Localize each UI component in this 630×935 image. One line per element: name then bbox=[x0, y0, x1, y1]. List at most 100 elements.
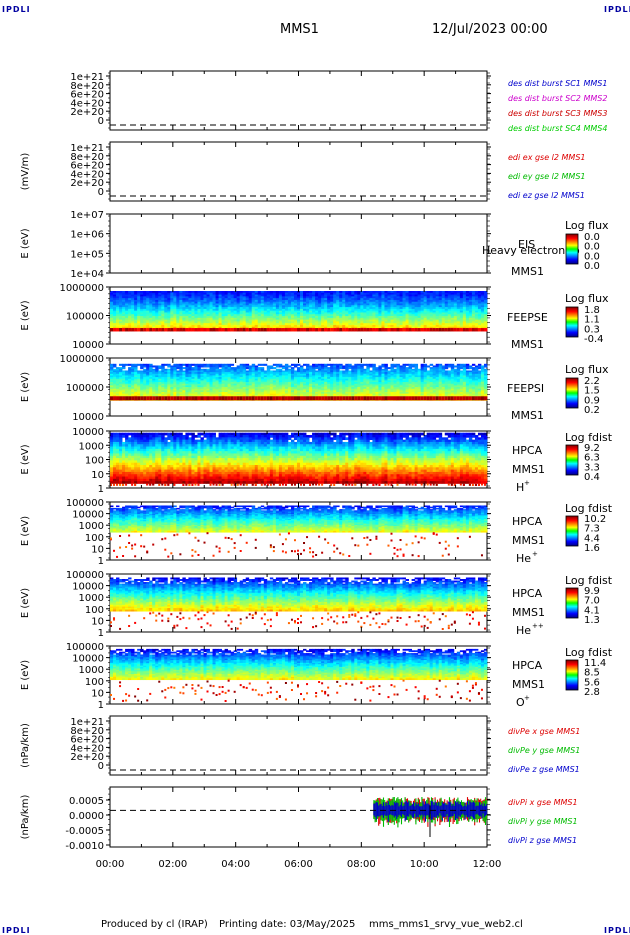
spectrogram-cell bbox=[182, 364, 185, 366]
spectrogram-cell bbox=[282, 367, 285, 369]
spectrogram-cell bbox=[125, 364, 128, 366]
legend-edi-e-0: edi ex gse l2 MMS1 bbox=[508, 153, 586, 162]
spectrogram-band-cell bbox=[330, 328, 333, 331]
spectrogram-band-cell bbox=[149, 396, 152, 400]
spectrogram-band-cell bbox=[321, 396, 324, 400]
spectrogram-band-cell bbox=[149, 328, 152, 331]
spectrogram-band-cell bbox=[234, 396, 237, 400]
spectrogram-band-cell bbox=[336, 328, 339, 331]
spectrogram-band-cell bbox=[475, 328, 478, 331]
legend-des-dist-2: des dist burst SC3 MMS3 bbox=[508, 109, 607, 118]
spectrogram-cell bbox=[291, 364, 294, 366]
spectrogram-cell bbox=[207, 365, 210, 367]
spectrogram-cell bbox=[273, 364, 276, 366]
spectrogram-band-cell bbox=[354, 396, 357, 400]
ytick-label: 0 bbox=[98, 187, 104, 198]
spectrogram-band-cell bbox=[252, 396, 255, 400]
spectrogram-band-cell bbox=[267, 328, 270, 331]
spectrogram-band-cell bbox=[291, 328, 294, 331]
spectrogram-band-cell bbox=[119, 328, 122, 331]
spectrogram-cell bbox=[276, 365, 279, 367]
panel-frame-edi-e bbox=[110, 142, 487, 201]
spectrogram-band-cell bbox=[345, 396, 348, 400]
ytick-label: 1e+05 bbox=[70, 249, 104, 260]
spectrogram-band-cell bbox=[158, 328, 161, 331]
spectrogram-cell bbox=[158, 367, 161, 369]
legend-des-dist-1: des dist burst SC2 MMS2 bbox=[508, 94, 607, 103]
spectrogram-band-cell bbox=[303, 396, 306, 400]
panel-frame-des-dist bbox=[110, 71, 487, 130]
spectrogram-band-cell bbox=[176, 396, 179, 400]
spectrogram-band-cell bbox=[204, 328, 207, 331]
spectrogram-band-cell bbox=[478, 328, 481, 331]
spectrogram-cell bbox=[258, 364, 261, 366]
spectrogram-band-cell bbox=[258, 328, 261, 331]
spacecraft-label: MMS1 bbox=[511, 265, 544, 278]
spectrogram-band-cell bbox=[137, 328, 140, 331]
spectrogram-band-cell bbox=[439, 328, 442, 331]
ytick-label: 0 bbox=[98, 116, 104, 127]
spectrogram-band-cell bbox=[188, 396, 191, 400]
spectrogram-cell bbox=[182, 367, 185, 369]
spectrogram-band-cell bbox=[200, 328, 203, 331]
spectrogram-band-cell bbox=[348, 328, 351, 331]
spectrogram-band-cell bbox=[255, 328, 258, 331]
spectrogram-band-cell bbox=[351, 396, 354, 400]
spectrogram-band-cell bbox=[207, 396, 210, 400]
spectrogram-band-cell bbox=[194, 396, 197, 400]
spectrogram-band-cell bbox=[219, 396, 222, 400]
spectrogram-cell bbox=[191, 364, 194, 366]
spectrogram-band-cell bbox=[400, 328, 403, 331]
colorbar-tick-label: 0.0 bbox=[584, 261, 600, 272]
spectrogram-band-cell bbox=[315, 396, 318, 400]
spectrogram-band-cell bbox=[415, 328, 418, 331]
spectrogram-band-cell bbox=[161, 396, 164, 400]
spectrogram-band-cell bbox=[279, 396, 282, 400]
spectrogram-band-cell bbox=[285, 328, 288, 331]
colorbar bbox=[566, 234, 578, 264]
spectrogram-band-cell bbox=[466, 328, 469, 331]
spectrogram-band-cell bbox=[146, 396, 149, 400]
spectrogram-band-cell bbox=[315, 328, 318, 331]
overlay-label: Heavy electron to bbox=[482, 244, 580, 257]
spectrogram-band-cell bbox=[369, 328, 372, 331]
spectrogram-band-cell bbox=[294, 328, 297, 331]
spectrogram-band-cell bbox=[246, 396, 249, 400]
legend-edi-e-2: edi ez gse l2 MMS1 bbox=[508, 191, 585, 200]
spectrogram-band-cell bbox=[409, 328, 412, 331]
spectrogram-band-cell bbox=[318, 396, 321, 400]
panel-frame-eis bbox=[110, 214, 487, 273]
spectrogram-band-cell bbox=[176, 328, 179, 331]
legend-des-dist-3: des dist burst SC4 MMS4 bbox=[508, 124, 607, 133]
spectrogram-band-cell bbox=[288, 328, 291, 331]
spectrogram-band-cell bbox=[279, 328, 282, 331]
spectrogram-band-cell bbox=[324, 328, 327, 331]
spectrogram-band-cell bbox=[249, 328, 252, 331]
spectrogram-band-cell bbox=[164, 396, 167, 400]
spectrogram-band-cell bbox=[243, 396, 246, 400]
spectrogram-band-cell bbox=[339, 328, 342, 331]
spectrogram-band-cell bbox=[243, 328, 246, 331]
spectrogram-band-cell bbox=[291, 396, 294, 400]
spectrogram-band-cell bbox=[357, 328, 360, 331]
spectrogram-band-cell bbox=[372, 328, 375, 331]
spectrogram-band-cell bbox=[249, 396, 252, 400]
spectrogram-band-cell bbox=[261, 328, 264, 331]
spectrogram-cell bbox=[264, 364, 267, 366]
spectrogram-band-cell bbox=[273, 328, 276, 331]
spectrogram-band-cell bbox=[348, 396, 351, 400]
spectrogram-band-cell bbox=[231, 328, 234, 331]
spectrogram-cell bbox=[113, 365, 116, 367]
spectrogram-band-cell bbox=[270, 396, 273, 400]
spectrogram-band-cell bbox=[421, 328, 424, 331]
spectrogram-band-cell bbox=[152, 328, 155, 331]
spectrogram-band-cell bbox=[137, 396, 140, 400]
ytick-label: 100000 bbox=[66, 312, 104, 323]
spectrogram-band-cell bbox=[210, 328, 213, 331]
spectrogram-band-cell bbox=[173, 328, 176, 331]
ytick-label: 1e+06 bbox=[70, 230, 104, 241]
spectrogram-band-cell bbox=[264, 328, 267, 331]
spectrogram-band-cell bbox=[185, 328, 188, 331]
spectrogram-band-cell bbox=[451, 328, 454, 331]
spectrogram-band-cell bbox=[363, 328, 366, 331]
